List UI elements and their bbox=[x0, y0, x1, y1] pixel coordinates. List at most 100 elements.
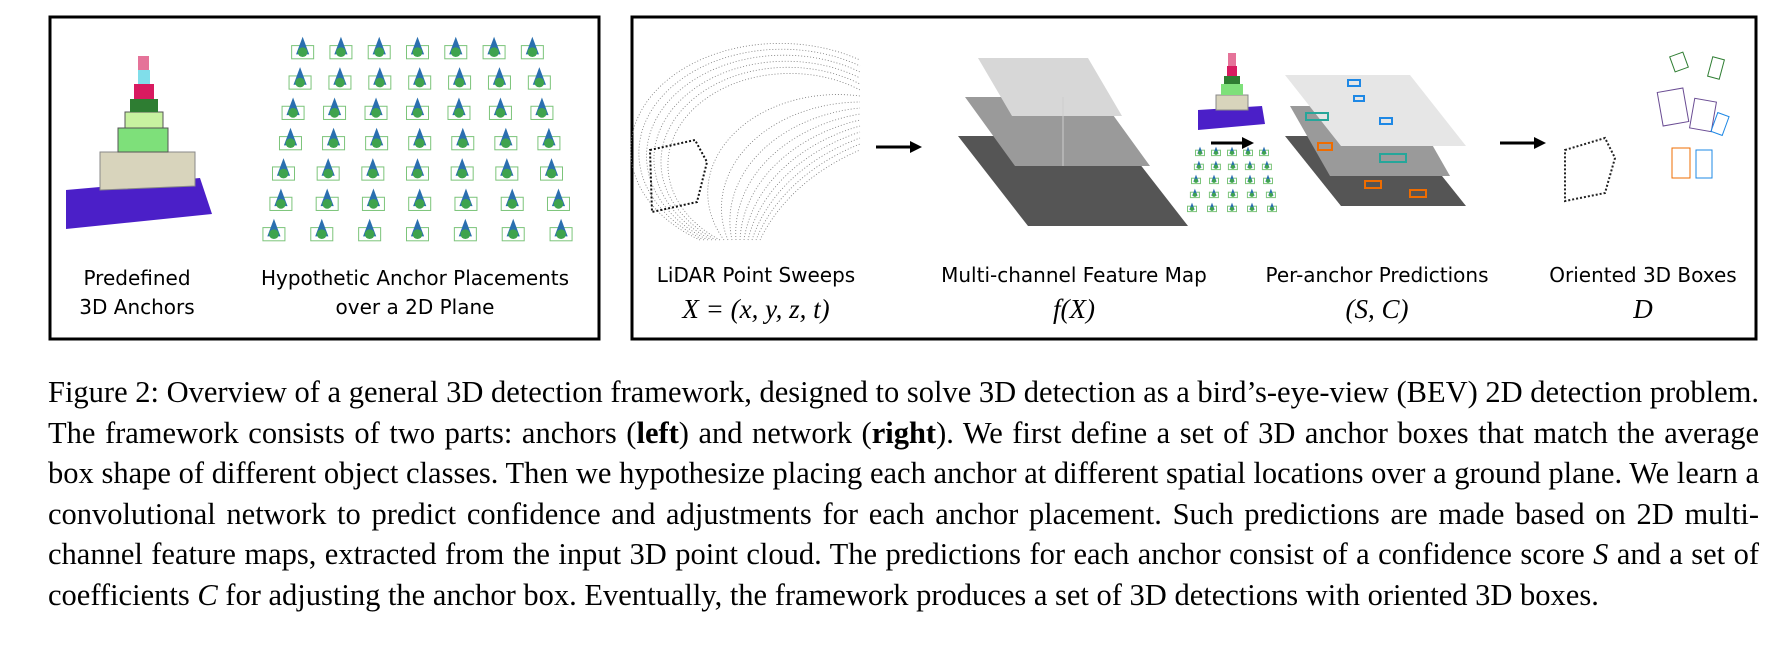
decor bbox=[1264, 164, 1269, 169]
small-anchor bbox=[1198, 53, 1265, 130]
caption-text: ) and network ( bbox=[678, 415, 872, 450]
decor bbox=[1192, 192, 1197, 197]
caption-math: C bbox=[197, 577, 218, 612]
decor bbox=[527, 47, 538, 58]
decor bbox=[285, 138, 296, 149]
decor bbox=[412, 108, 423, 118]
decor bbox=[414, 77, 425, 88]
decor bbox=[1247, 164, 1252, 169]
decor bbox=[412, 168, 423, 179]
decor bbox=[646, 54, 861, 241]
decor bbox=[1211, 192, 1216, 197]
decor bbox=[489, 47, 499, 58]
decor bbox=[454, 77, 465, 88]
right-frame bbox=[630, 15, 1758, 341]
decor bbox=[495, 108, 506, 118]
decor bbox=[755, 143, 861, 241]
caption-text: Figure 2: Overview of a general 3D detec… bbox=[48, 375, 1759, 450]
decor bbox=[507, 199, 518, 209]
decor bbox=[729, 107, 861, 241]
decor bbox=[374, 47, 385, 58]
decor bbox=[494, 77, 505, 88]
stage-label: Per-anchor Predictions bbox=[1265, 263, 1488, 287]
decor bbox=[707, 94, 861, 241]
caption-bold: right bbox=[871, 415, 937, 450]
decor bbox=[1230, 150, 1234, 155]
decor bbox=[653, 60, 861, 241]
prediction-maps bbox=[1285, 75, 1466, 206]
left-frame bbox=[48, 15, 601, 341]
decor bbox=[269, 229, 279, 240]
decor bbox=[323, 168, 334, 179]
decor bbox=[278, 168, 289, 179]
caption-bold: left bbox=[636, 415, 679, 450]
decor bbox=[537, 108, 547, 118]
decor bbox=[1210, 206, 1214, 211]
decor bbox=[1230, 164, 1235, 169]
decor bbox=[457, 138, 468, 149]
small-anchor-grid bbox=[1187, 146, 1277, 213]
decor bbox=[721, 101, 861, 241]
decor bbox=[638, 48, 861, 241]
decor bbox=[461, 199, 471, 209]
decor bbox=[743, 125, 861, 241]
decor bbox=[759, 149, 861, 241]
output-boxes bbox=[1564, 51, 1730, 203]
decor bbox=[1214, 150, 1218, 155]
decor bbox=[1230, 192, 1235, 197]
stage-label: Oriented 3D Boxes bbox=[1549, 263, 1736, 287]
label: over a 2D Plane bbox=[336, 295, 495, 319]
label: Predefined bbox=[83, 266, 190, 290]
decor bbox=[544, 138, 554, 149]
stage-math: D bbox=[1632, 294, 1653, 324]
decor bbox=[374, 77, 385, 88]
decor bbox=[1262, 150, 1266, 155]
decor bbox=[322, 199, 333, 209]
decor bbox=[1190, 206, 1194, 211]
decor bbox=[328, 138, 339, 149]
decor bbox=[367, 168, 378, 179]
decor bbox=[329, 108, 340, 118]
decor bbox=[660, 66, 861, 241]
decor bbox=[546, 168, 557, 179]
decor bbox=[297, 47, 308, 58]
stage-label: Multi-channel Feature Map bbox=[941, 263, 1207, 287]
decor bbox=[288, 108, 298, 118]
decor bbox=[457, 168, 468, 179]
decor bbox=[454, 108, 464, 118]
stage-math: f(X) bbox=[1053, 294, 1095, 324]
decor bbox=[501, 168, 512, 179]
decor bbox=[1270, 206, 1274, 211]
decor bbox=[368, 199, 379, 209]
decor bbox=[667, 73, 861, 241]
decor bbox=[747, 131, 861, 241]
decor bbox=[1198, 150, 1202, 155]
decor bbox=[371, 108, 381, 118]
decor bbox=[1268, 192, 1273, 197]
decor bbox=[335, 77, 345, 88]
decor bbox=[1212, 178, 1216, 183]
decor bbox=[316, 229, 327, 240]
decor bbox=[412, 229, 423, 240]
decor bbox=[648, 138, 709, 214]
decor bbox=[1250, 206, 1254, 211]
decor bbox=[450, 47, 461, 58]
decor bbox=[371, 138, 382, 149]
stage-math: X = (x, y, z, t) bbox=[681, 294, 829, 324]
caption-text: for adjusting the anchor box. Eventually… bbox=[217, 577, 1599, 612]
label: Hypothetic Anchor Placements bbox=[261, 266, 569, 290]
caption-text: and a set of coefficients bbox=[48, 537, 1759, 612]
caption-text: ). We first define a set of 3D anchor bo… bbox=[48, 415, 1760, 572]
figure: Predefined 3D Anchors Hypothetic Anchor … bbox=[48, 15, 1758, 341]
decor bbox=[364, 229, 375, 240]
decor bbox=[556, 229, 566, 240]
caption: Figure 2: Overview of a general 3D detec… bbox=[48, 372, 1759, 615]
decor bbox=[534, 77, 545, 88]
decor bbox=[1246, 150, 1250, 155]
feature-maps bbox=[958, 58, 1188, 226]
decor bbox=[735, 113, 861, 241]
arrow bbox=[1211, 137, 1254, 149]
decor bbox=[508, 229, 519, 240]
decor bbox=[412, 47, 423, 58]
anchor-pyramid bbox=[66, 56, 212, 229]
